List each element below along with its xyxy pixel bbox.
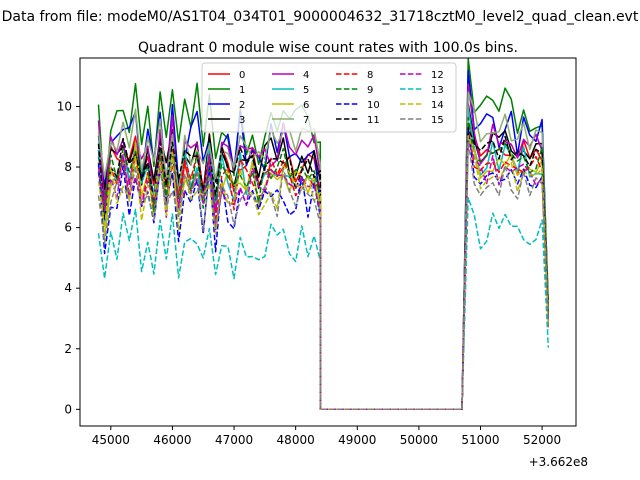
series-line-15 [97,139,550,411]
legend-label-10: 10 [367,100,380,111]
legend-label-4: 4 [303,70,309,81]
series-line-12 [97,140,550,411]
x-tick-label: 52000 [523,433,561,447]
legend-label-12: 12 [431,70,444,81]
x-tick-label: 47000 [215,433,253,447]
legend-label-13: 13 [431,85,444,96]
legend-label-3: 3 [239,115,245,126]
x-tick-label: 49000 [338,433,376,447]
y-tick-label: 6 [64,221,72,235]
x-tick-label: 51000 [461,433,499,447]
y-axis: 0 2 4 6 8 10 [57,99,80,416]
y-tick-label: 8 [64,160,72,174]
legend-label-6: 6 [303,100,309,111]
y-tick-label: 2 [64,342,72,356]
x-axis: 45000 46000 47000 48000 49000 50000 51000 52000 [92,426,561,447]
legend-label-7: 7 [303,115,309,126]
x-tick-label: 46000 [153,433,191,447]
legend-box [201,62,457,133]
legend-label-8: 8 [367,70,373,81]
legend-label-0: 0 [239,70,245,81]
x-tick-label: 50000 [400,433,438,447]
series-line-14 [97,135,550,411]
x-tick-label: 48000 [277,433,315,447]
legend-label-5: 5 [303,85,309,96]
y-tick-label: 0 [64,402,72,416]
figure-suptitle: Data from file: modeM0/AS1T04_034T01_900… [2,9,639,25]
series-line-9 [97,116,550,411]
y-tick-label: 4 [64,281,72,295]
series-line-7 [97,91,550,411]
axes-frame [79,57,577,427]
legend-label-1: 1 [239,85,245,96]
series-lines [97,57,550,411]
legend-label-14: 14 [431,100,444,111]
legend-label-2: 2 [239,100,245,111]
legend-label-9: 9 [367,85,373,96]
x-offset-label: +3.662e8 [529,455,588,469]
chart-title: Quadrant 0 module wise count rates with … [138,40,518,56]
series-line-13 [97,196,550,411]
legend-label-15: 15 [431,115,444,126]
y-tick-label: 10 [57,99,72,113]
x-tick-label: 45000 [92,433,130,447]
legend-label-11: 11 [367,115,380,126]
